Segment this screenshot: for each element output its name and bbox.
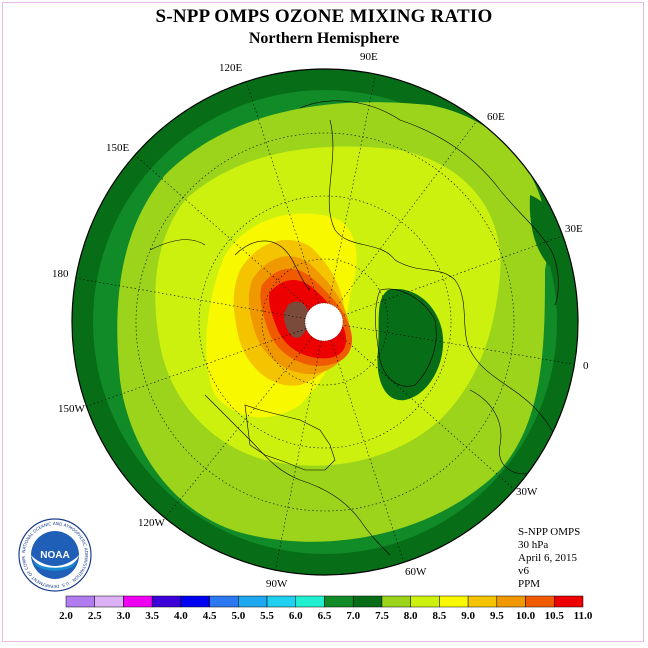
meridian-90W [274,321,326,573]
coast-europe [328,119,561,451]
colorbar-swatch [467,595,498,608]
colorbar-swatch [151,595,182,608]
graticule [74,69,578,573]
colorbar-tick-label: 3.0 [117,610,131,622]
colorbar-swatch [180,595,210,608]
logo-noaa-text: NOAA [40,550,69,561]
coast-greenland [375,288,437,387]
coast-usa [244,404,336,471]
meridian-30E [324,234,566,323]
colorbar-swatch [554,595,584,608]
colorbar-tick-label: 11.0 [574,610,593,622]
colorbar-swatch [94,595,124,608]
noaa-logo: NATIONAL OCEANIC AND ATMOSPHERIC ADMINIS… [18,518,92,592]
lat-circle-50 [198,195,452,449]
colorbar-tick-label: 7.0 [346,610,360,622]
colorbar-tick-label: 7.5 [375,610,389,622]
field-dark-blob-ne [529,195,575,280]
info-version: v6 [518,565,529,577]
colorbar-tick-label: 10.5 [545,610,565,622]
lon-label-120W: 120W [138,517,165,529]
field-110 [283,301,309,338]
info-units: PPM [518,578,541,590]
coast-siberia [234,240,311,291]
colorbar-tick-label: 9.0 [461,610,475,622]
colorbar-tick-label: 9.5 [490,610,504,622]
lat-circle-70 [261,258,389,386]
colorbar-labels: 2.0 2.5 3.0 3.5 4.0 4.5 5.0 5.5 6.0 6.5 7.0 7.5 8.0 8… [59,610,593,622]
lon-label-0: 0 [583,360,589,372]
info-instrument: S-NPP OMPS [518,526,581,538]
meridian-60W [324,321,406,567]
logo-wave-icon [33,561,77,571]
meridian-60E [324,113,483,323]
colorbar-tick-label: 8.5 [433,610,447,622]
colorbar-tick-label: 2.0 [59,610,73,622]
colorbar-tick-label: 5.0 [231,610,245,622]
colorbar-tick-label: 6.0 [289,610,303,622]
coastlines [149,100,561,556]
lon-label-60W: 60W [405,566,427,578]
logo-gull-icon [31,555,79,569]
colorbar-swatch [295,595,325,608]
colorbar-tick-label: 6.5 [318,610,332,622]
colorbar-swatch [324,595,354,608]
colorbar-tick-label: 10.0 [516,610,536,622]
colorbar-swatch [525,595,555,608]
colorbar-tick-label: 8.0 [404,610,418,622]
coast-africa-north [469,389,541,475]
colorbar-swatch [209,595,239,608]
lon-label-30E: 30E [565,223,583,235]
colorbar-tick-label: 4.0 [174,610,188,622]
meridian-120E [244,77,326,323]
colorbar-swatch [381,595,411,608]
coast-north-america [204,394,391,556]
lon-label-150W: 150W [58,403,85,415]
field-dark-blob-east [377,289,444,401]
meridian-90E [324,69,379,323]
colorbar-tick-label: 3.5 [145,610,159,622]
lon-label-150E: 150E [106,142,130,154]
info-date: April 6, 2015 [518,552,577,564]
colorbar-swatch [123,595,153,608]
lon-label-90W: 90W [266,578,288,590]
figure-frame [2,2,644,642]
page-title: S-NPP OMPS OZONE MIXING RATIO [155,6,493,27]
colorbar-swatch [439,595,469,608]
lon-label-60E: 60E [487,111,505,123]
colorbar: 2.0 2.5 3.0 3.5 4.0 4.5 5.0 5.5 6.0 6.5 7.0 7.5 8.0 8… [59,595,593,622]
colorbar-swatches [65,595,584,608]
polar-map [71,68,579,576]
colorbar-tick-label: 4.5 [203,610,217,622]
page-subtitle: Northern Hemisphere [248,30,400,47]
lat-circle-30 [135,132,515,512]
lon-label-120E: 120E [219,62,243,74]
colorbar-swatch [238,595,268,608]
lon-label-30W: 30W [516,486,538,498]
lon-label-90E: 90E [360,51,378,63]
colorbar-tick-label: 2.5 [88,610,102,622]
colorbar-swatch [496,595,526,608]
coast-alaska [149,239,206,251]
info-block: S-NPP OMPS 30 hPa April 6, 2015 v6 PPM [518,526,580,591]
lon-label-180: 180 [52,268,69,280]
meridian-0 [324,321,578,366]
colorbar-swatch [266,595,297,608]
colorbar-swatch [410,595,440,608]
colorbar-tick-label: 5.5 [260,610,274,622]
colorbar-swatch [352,595,383,608]
info-level: 30 hPa [518,539,549,551]
map-boundary [71,68,579,576]
meridian-150W [81,321,326,409]
coast-eurasia-north [299,100,559,306]
colorbar-swatch [65,595,95,608]
polar-data-gap [304,302,344,342]
